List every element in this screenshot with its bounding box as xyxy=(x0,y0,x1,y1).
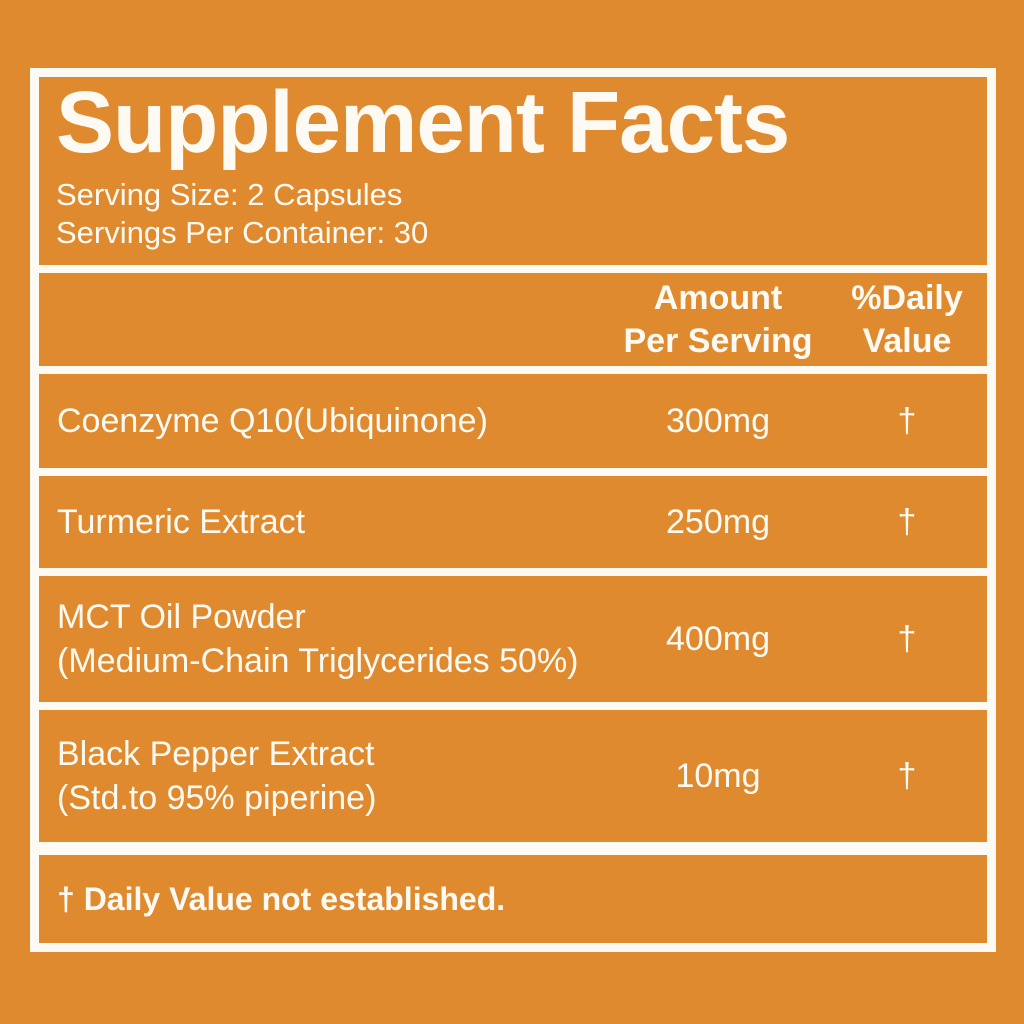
table-row-black-pepper-extract: Black Pepper Extract (Std.to 95% piperin… xyxy=(39,710,987,842)
thick-divider xyxy=(39,842,987,855)
divider xyxy=(39,468,987,476)
supplement-facts-panel: Supplement Facts Serving Size: 2 Capsule… xyxy=(30,68,996,952)
serving-size-text: Serving Size: 2 Capsules xyxy=(56,177,403,212)
ingredient-name: Coenzyme Q10(Ubiquinone) xyxy=(39,399,609,443)
ingredient-amount: 10mg xyxy=(675,757,761,795)
daily-value-header: %Daily Value xyxy=(827,277,987,363)
ingredient-name-line2: (Std.to 95% piperine) xyxy=(57,779,377,817)
ingredient-daily-value: † xyxy=(897,757,917,795)
ingredient-name-line1: Coenzyme Q10(Ubiquinone) xyxy=(57,402,488,440)
footnote-row: † Daily Value not established. xyxy=(39,855,987,943)
ingredient-name: Black Pepper Extract (Std.to 95% piperin… xyxy=(39,732,609,820)
servings-per-container-text: Servings Per Container: 30 xyxy=(56,215,429,250)
ingredient-name-line1: MCT Oil Powder xyxy=(57,598,306,636)
ingredient-daily-value: † xyxy=(897,620,917,658)
table-row-coenzyme-q10: Coenzyme Q10(Ubiquinone) 300mg † xyxy=(39,374,987,468)
amount-per-serving-header: Amount Per Serving xyxy=(609,277,827,363)
divider xyxy=(39,265,987,273)
ingredient-name: Turmeric Extract xyxy=(39,500,609,544)
amount-header-line2: Per Serving xyxy=(623,321,813,360)
ingredient-name: MCT Oil Powder (Medium-Chain Triglycerid… xyxy=(39,595,609,683)
table-row-turmeric-extract: Turmeric Extract 250mg † xyxy=(39,476,987,568)
amount-header-line1: Amount xyxy=(653,278,783,317)
divider xyxy=(39,366,987,374)
ingredient-amount: 400mg xyxy=(666,620,770,658)
ingredient-name-line1: Black Pepper Extract xyxy=(57,735,375,773)
ingredient-name-line1: Turmeric Extract xyxy=(57,503,306,541)
divider xyxy=(39,568,987,576)
table-row-mct-oil-powder: MCT Oil Powder (Medium-Chain Triglycerid… xyxy=(39,576,987,702)
title-section: Supplement Facts Serving Size: 2 Capsule… xyxy=(39,77,987,265)
ingredient-name-line2: (Medium-Chain Triglycerides 50%) xyxy=(57,642,579,680)
daily-value-header-line2: Value xyxy=(862,321,952,360)
ingredient-amount: 250mg xyxy=(666,503,770,541)
serving-info: Serving Size: 2 Capsules Servings Per Co… xyxy=(56,176,987,252)
page-title: Supplement Facts xyxy=(56,77,790,171)
daily-value-header-line1: %Daily xyxy=(851,278,963,317)
ingredient-daily-value: † xyxy=(897,402,917,440)
table-header-row: Amount Per Serving %Daily Value xyxy=(39,273,987,366)
footnote-text: † Daily Value not established. xyxy=(57,880,506,917)
ingredient-daily-value: † xyxy=(897,503,917,541)
ingredient-amount: 300mg xyxy=(666,402,770,440)
divider xyxy=(39,702,987,710)
